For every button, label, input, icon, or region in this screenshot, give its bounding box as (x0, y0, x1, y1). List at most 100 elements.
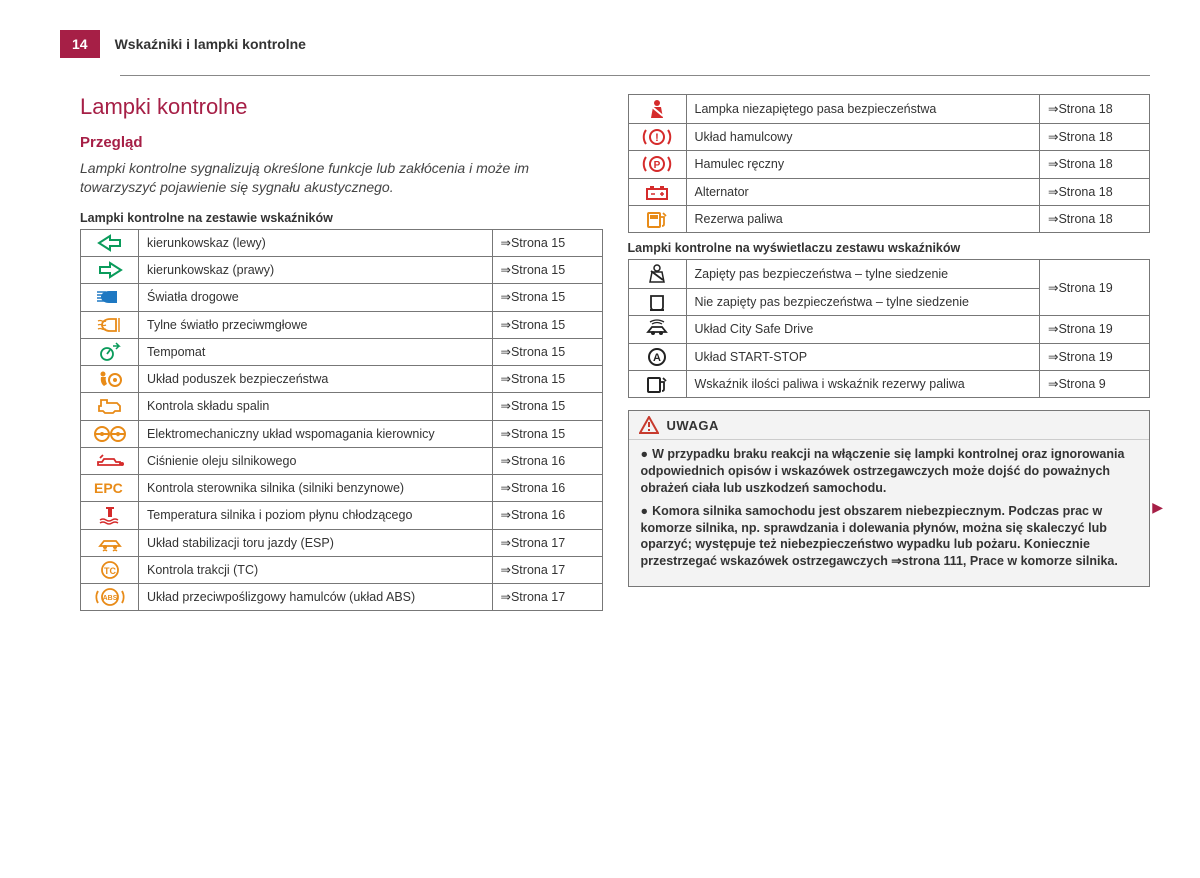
right-column: Lampka niezapiętego pasa bezpieczeństwa⇒… (628, 94, 1151, 611)
page-ref-cell: ⇒Strona 16 (492, 475, 602, 502)
table-row: Alternator⇒Strona 18 (628, 178, 1150, 205)
description-cell: Ciśnienie oleju silnikowego (139, 447, 493, 474)
description-cell: Rezerwa paliwa (686, 205, 1040, 232)
tc-icon: TC (81, 556, 139, 583)
svg-text:EPC: EPC (94, 480, 123, 496)
left-column: Lampki kontrolne Przegląd Lampki kontrol… (80, 94, 603, 611)
airbag-icon (81, 366, 139, 393)
rear-seatbelt-off-icon (628, 289, 686, 316)
description-cell: Tempomat (139, 338, 493, 365)
page-ref-cell: ⇒Strona 19 (1040, 316, 1150, 343)
svg-text:!: ! (655, 132, 659, 144)
table-row: Układ poduszek bezpieczeństwa⇒Strona 15 (81, 366, 603, 393)
table-row: A Układ START-STOP⇒Strona 19 (628, 343, 1150, 370)
description-cell: Kontrola składu spalin (139, 393, 493, 420)
warning-lights-table-right-top: Lampka niezapiętego pasa bezpieczeństwa⇒… (628, 94, 1151, 233)
table2-caption: Lampki kontrolne na wyświetlaczu zestawu… (628, 241, 1151, 255)
steering-icon: ! (81, 420, 139, 447)
start-stop-icon: A (628, 343, 686, 370)
page-ref-cell: ⇒Strona 15 (492, 284, 602, 311)
table-row: P Hamulec ręczny⇒Strona 18 (628, 151, 1150, 178)
cruise-icon (81, 338, 139, 365)
description-cell: Światła drogowe (139, 284, 493, 311)
table1-caption: Lampki kontrolne na zestawie wskaźników (80, 211, 603, 225)
svg-text:P: P (654, 160, 661, 171)
page-ref-cell: ⇒Strona 16 (492, 502, 602, 529)
seatbelt-icon (628, 95, 686, 124)
esp-icon (81, 529, 139, 556)
description-cell: Kontrola sterownika silnika (silniki ben… (139, 475, 493, 502)
warning-lights-table-left: kierunkowskaz (lewy)⇒Strona 15kierunkows… (80, 229, 603, 612)
table-row: kierunkowskaz (prawy)⇒Strona 15 (81, 257, 603, 284)
table-row: Ciśnienie oleju silnikowego⇒Strona 16 (81, 447, 603, 474)
page-ref-cell: ⇒Strona 15 (492, 229, 602, 256)
epc-icon: EPC (81, 475, 139, 502)
table-row: TCKontrola trakcji (TC)⇒Strona 17 (81, 556, 603, 583)
table-row: !Układ hamulcowy⇒Strona 18 (628, 124, 1150, 151)
intro-text: Lampki kontrolne sygnalizują określone f… (80, 159, 603, 197)
section-heading: Lampki kontrolne (80, 94, 603, 120)
page-ref-cell: ⇒Strona 17 (492, 529, 602, 556)
warning-paragraph: ●W przypadku braku reakcji na włączenie … (641, 446, 1138, 497)
coolant-icon (81, 502, 139, 529)
page-ref-cell: ⇒Strona 17 (492, 584, 602, 611)
header-rule (120, 75, 1150, 76)
page-ref-cell: ⇒Strona 15 (492, 311, 602, 338)
fuel-gauge-icon (628, 370, 686, 397)
arrow-left-icon (81, 229, 139, 256)
page-ref-cell: ⇒Strona 19 (1040, 343, 1150, 370)
table-row: Tempomat⇒Strona 15 (81, 338, 603, 365)
page-ref-cell: ⇒Strona 15 (492, 338, 602, 365)
description-cell: Układ przeciwpoślizgowy hamulców (układ … (139, 584, 493, 611)
parking-brake-icon: P (628, 151, 686, 178)
high-beam-icon (81, 284, 139, 311)
description-cell: Układ poduszek bezpieczeństwa (139, 366, 493, 393)
table-row: Światła drogowe⇒Strona 15 (81, 284, 603, 311)
city-safe-icon (628, 316, 686, 343)
table-row: Rezerwa paliwa⇒Strona 18 (628, 205, 1150, 232)
table-row: !Elektromechaniczny układ wspomagania ki… (81, 420, 603, 447)
warning-title: UWAGA (667, 418, 719, 433)
fuel-icon (628, 205, 686, 232)
description-cell: Układ START-STOP (686, 343, 1040, 370)
header-title: Wskaźniki i lampki kontrolne (115, 36, 306, 52)
description-cell: Nie zapięty pas bezpieczeństwa – tylne s… (686, 289, 1040, 316)
description-cell: Lampka niezapiętego pasa bezpieczeństwa (686, 95, 1040, 124)
table-row: kierunkowskaz (lewy)⇒Strona 15 (81, 229, 603, 256)
svg-text:ABS: ABS (102, 595, 117, 602)
warning-lights-table-display: Zapięty pas bezpieczeństwa – tylne siedz… (628, 259, 1151, 398)
subsection-heading: Przegląd (80, 134, 603, 151)
description-cell: kierunkowskaz (prawy) (139, 257, 493, 284)
description-cell: Układ stabilizacji toru jazdy (ESP) (139, 529, 493, 556)
svg-text:A: A (653, 352, 661, 364)
page-ref-cell: ⇒Strona 18 (1040, 151, 1150, 178)
table-row: Układ stabilizacji toru jazdy (ESP)⇒Stro… (81, 529, 603, 556)
rear-fog-icon (81, 311, 139, 338)
page-ref-cell: ⇒Strona 19 (1040, 260, 1150, 316)
table-row: Lampka niezapiętego pasa bezpieczeństwa⇒… (628, 95, 1150, 124)
description-cell: Tylne światło przeciwmgłowe (139, 311, 493, 338)
page-ref-cell: ⇒Strona 18 (1040, 205, 1150, 232)
table-row: Zapięty pas bezpieczeństwa – tylne siedz… (628, 260, 1150, 289)
page-ref-cell: ⇒Strona 15 (492, 420, 602, 447)
description-cell: Elektromechaniczny układ wspomagania kie… (139, 420, 493, 447)
table-row: Kontrola składu spalin⇒Strona 15 (81, 393, 603, 420)
description-cell: Kontrola trakcji (TC) (139, 556, 493, 583)
page-ref-cell: ⇒Strona 15 (492, 257, 602, 284)
table-row: Wskaźnik ilości paliwa i wskaźnik rezerw… (628, 370, 1150, 397)
battery-icon (628, 178, 686, 205)
arrow-right-icon (81, 257, 139, 284)
table-row: Temperatura silnika i poziom płynu chłod… (81, 502, 603, 529)
description-cell: kierunkowskaz (lewy) (139, 229, 493, 256)
page-ref-cell: ⇒Strona 16 (492, 447, 602, 474)
description-cell: Alternator (686, 178, 1040, 205)
table-row: ABS Układ przeciwpoślizgowy hamulców (ukł… (81, 584, 603, 611)
rear-seatbelt-on-icon (628, 260, 686, 289)
brake-icon: ! (628, 124, 686, 151)
oil-icon (81, 447, 139, 474)
description-cell: Hamulec ręczny (686, 151, 1040, 178)
warning-triangle-icon (639, 416, 659, 434)
page-ref-cell: ⇒Strona 18 (1040, 124, 1150, 151)
description-cell: Zapięty pas bezpieczeństwa – tylne siedz… (686, 260, 1040, 289)
page-ref-cell: ⇒Strona 9 (1040, 370, 1150, 397)
